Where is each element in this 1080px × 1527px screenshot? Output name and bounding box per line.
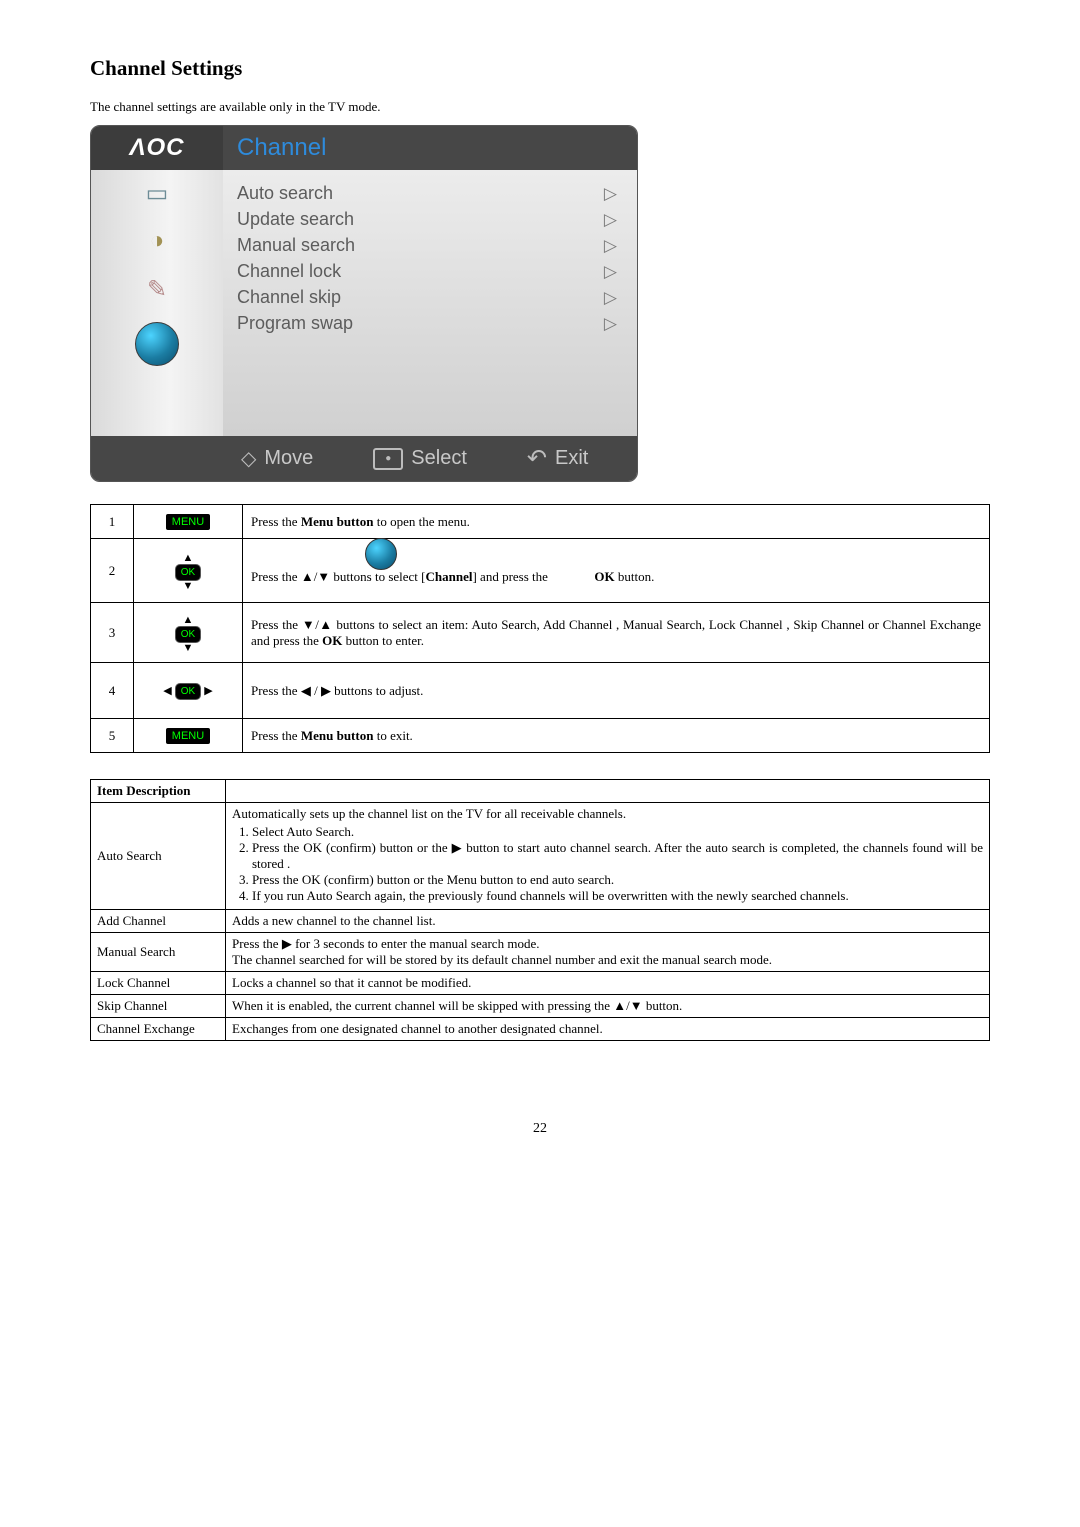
chevron-right-icon: [604, 209, 617, 230]
picture-icon: ▭: [138, 178, 176, 208]
step-text: Press the ▼/▲ buttons to select an item:…: [243, 603, 990, 663]
step-number: 1: [91, 505, 134, 539]
osd-item: Update search: [237, 206, 617, 232]
step-number: 5: [91, 719, 134, 753]
button-cell: MENU: [134, 719, 243, 753]
desc-text: When it is enabled, the current channel …: [226, 995, 990, 1018]
ok-button-icon: OK: [175, 626, 201, 643]
button-cell: MENU: [134, 505, 243, 539]
desc-name: Channel Exchange: [91, 1018, 226, 1041]
move-label: Move: [264, 447, 313, 470]
osd-footer: ◇ Move ● Select ↶ Exit: [91, 436, 637, 481]
channel-icon: [135, 322, 179, 366]
ok-button-icon: OK: [175, 564, 201, 581]
menu-button-icon: MENU: [166, 728, 210, 744]
desc-name: Manual Search: [91, 933, 226, 972]
chevron-right-icon: [604, 313, 617, 334]
chevron-right-icon: [604, 235, 617, 256]
select-icon: ●: [373, 448, 403, 470]
steps-table: 1 MENU Press the Menu button to open the…: [90, 504, 990, 753]
desc-name: Auto Search: [91, 803, 226, 910]
desc-name: Add Channel: [91, 910, 226, 933]
step-text: Press the ◀ / ▶ buttons to adjust.: [243, 663, 990, 719]
table-row: Skip ChannelWhen it is enabled, the curr…: [91, 995, 990, 1018]
button-cell: ▲OK▼: [134, 539, 243, 603]
osd-screenshot: ΛOC Channel ▭ ◑ ✎ Auto search Update sea…: [90, 125, 638, 482]
osd-item: Auto search: [237, 180, 617, 206]
table-row: Add ChannelAdds a new channel to the cha…: [91, 910, 990, 933]
description-table: Item Description Auto Search Automatical…: [90, 779, 990, 1041]
intro-text: The channel settings are available only …: [90, 99, 990, 115]
desc-text: Locks a channel so that it cannot be mod…: [226, 972, 990, 995]
table-row: Manual SearchPress the ▶ for 3 seconds t…: [91, 933, 990, 972]
step-number: 2: [91, 539, 134, 603]
sound-icon: ◑: [138, 226, 176, 256]
chevron-right-icon: [604, 183, 617, 204]
table-row: Channel ExchangeExchanges from one desig…: [91, 1018, 990, 1041]
button-cell: ▲OK▼: [134, 603, 243, 663]
step-text: Press the Menu button to exit.: [243, 719, 990, 753]
desc-text: Press the ▶ for 3 seconds to enter the m…: [226, 933, 990, 972]
down-arrow-icon: ▼: [183, 643, 194, 654]
desc-name: Lock Channel: [91, 972, 226, 995]
down-arrow-icon: ▼: [183, 581, 194, 592]
brand-logo: ΛOC: [91, 126, 223, 170]
osd-title: Channel: [223, 126, 637, 170]
table-row: 2 ▲OK▼ Press the ▲/▼ buttons to select […: [91, 539, 990, 603]
osd-item: Manual search: [237, 232, 617, 258]
page-number: 22: [90, 1121, 990, 1137]
osd-menu: Auto search Update search Manual search …: [223, 170, 637, 436]
table-row: 4 ◀ OK▶ Press the ◀ / ▶ buttons to adjust…: [91, 663, 990, 719]
table-row: Auto Search Automatically sets up the ch…: [91, 803, 990, 910]
right-arrow-icon: ▶: [204, 686, 212, 697]
desc-header: Item Description: [91, 780, 226, 803]
desc-text: Exchanges from one designated channel to…: [226, 1018, 990, 1041]
table-row: 3 ▲OK▼ Press the ▼/▲ buttons to select a…: [91, 603, 990, 663]
step-number: 4: [91, 663, 134, 719]
chevron-right-icon: [604, 261, 617, 282]
exit-label: Exit: [555, 447, 588, 470]
step-text: Press the ▲/▼ buttons to select [Channel…: [243, 539, 990, 603]
osd-sidebar: ▭ ◑ ✎: [91, 170, 223, 436]
button-cell: ◀ OK▶: [134, 663, 243, 719]
move-icon: ◇: [241, 446, 256, 471]
table-row: Item Description: [91, 780, 990, 803]
up-arrow-icon: ▲: [183, 553, 194, 564]
chevron-right-icon: [604, 287, 617, 308]
table-row: Lock ChannelLocks a channel so that it c…: [91, 972, 990, 995]
channel-icon: [365, 538, 397, 570]
step-number: 3: [91, 603, 134, 663]
osd-item: Channel lock: [237, 258, 617, 284]
desc-text: Adds a new channel to the channel list.: [226, 910, 990, 933]
desc-name: Skip Channel: [91, 995, 226, 1018]
step-text: Press the Menu button to open the menu.: [243, 505, 990, 539]
option-icon: ✎: [138, 274, 176, 304]
menu-button-icon: MENU: [166, 514, 210, 530]
desc-text: Automatically sets up the channel list o…: [226, 803, 990, 910]
select-label: Select: [411, 447, 467, 470]
exit-icon: ↶: [527, 444, 547, 473]
table-row: 1 MENU Press the Menu button to open the…: [91, 505, 990, 539]
table-row: 5 MENU Press the Menu button to exit.: [91, 719, 990, 753]
ok-button-icon: OK: [175, 683, 201, 700]
left-arrow-icon: ◀: [163, 686, 171, 697]
osd-item: Program swap: [237, 310, 617, 336]
osd-item: Channel skip: [237, 284, 617, 310]
page-title: Channel Settings: [90, 56, 990, 81]
up-arrow-icon: ▲: [183, 615, 194, 626]
